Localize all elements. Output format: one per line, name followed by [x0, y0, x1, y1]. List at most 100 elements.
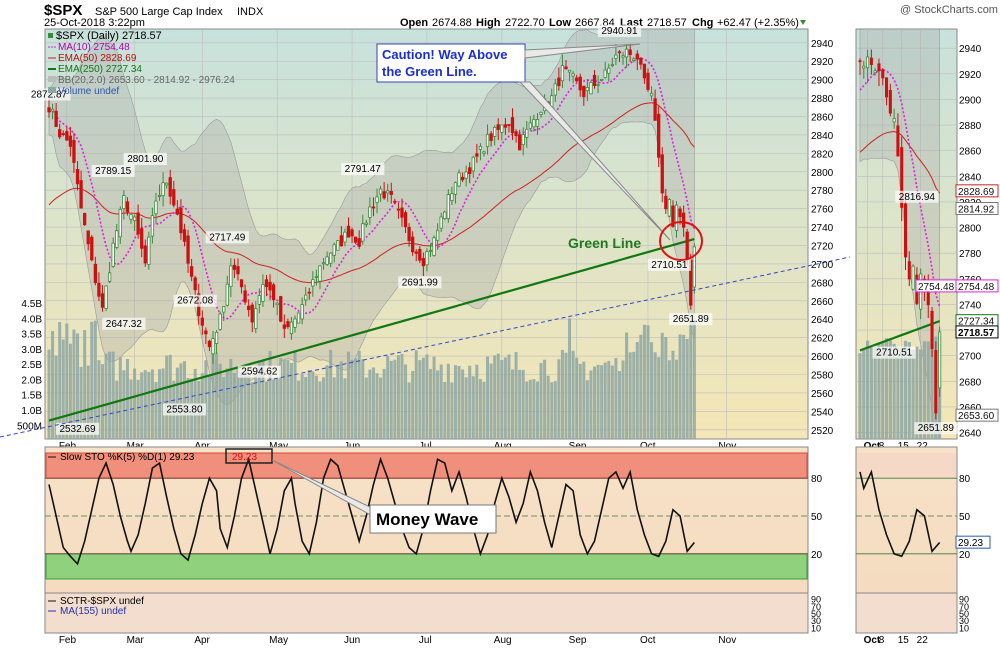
price-data-label: 2672.08 — [177, 296, 214, 307]
zoom-data-label: 2816.94 — [899, 192, 936, 203]
bottom-x-axis: Feb Mar Apr May Jun Jul Aug Sep Oct Nov — [59, 635, 736, 646]
volume-bar — [118, 357, 122, 439]
volume-bar — [671, 350, 675, 439]
volume-bar — [386, 355, 390, 439]
sctr-y-tick: 30 — [811, 616, 821, 626]
bottom-x-tick: Mar — [127, 635, 145, 646]
price-candle — [364, 222, 368, 225]
price-candle — [150, 215, 155, 237]
price-candle — [286, 321, 290, 328]
volume-bar — [621, 360, 625, 439]
volume-bar — [122, 370, 126, 439]
zoom-bottom-x-tick: Oct — [864, 635, 881, 646]
volume-bar — [414, 350, 418, 439]
price-candle — [140, 228, 144, 249]
price-candle — [282, 324, 286, 329]
price-candle — [200, 317, 204, 326]
zoom-candle — [911, 265, 915, 290]
volume-bar — [143, 370, 147, 439]
volume-bar — [268, 350, 272, 439]
main-gridlines — [45, 29, 808, 439]
volume-bar — [439, 364, 443, 439]
volume-bar — [222, 377, 226, 439]
volume-y-tick: 1.0B — [21, 406, 42, 417]
price-data-label-bg — [162, 403, 207, 416]
price-candle — [179, 207, 183, 234]
volume-bar — [86, 365, 90, 439]
zoom-data-label: 2651.89 — [918, 423, 955, 434]
volume-bar — [464, 377, 468, 439]
price-candle — [653, 98, 657, 121]
price-legend: $SPX (Daily) 2718.57 MA(10) 2754.48 EMA(… — [48, 30, 235, 97]
chevron-down-icon[interactable] — [800, 20, 806, 25]
legend-bb: BB(20,2.0) 2653.60 - 2814.92 - 2976.24 — [58, 75, 235, 86]
volume-bar — [486, 356, 490, 439]
volume-bar — [471, 376, 475, 439]
price-candle — [371, 206, 376, 209]
volume-bar — [653, 352, 657, 439]
sctr-y-tick: 50 — [811, 609, 821, 619]
price-candle — [136, 212, 140, 235]
price-candle — [68, 135, 73, 147]
zoom-sctr-y-tick: 10 — [959, 623, 969, 633]
price-candle — [632, 58, 636, 61]
zoom-volume-bar — [915, 346, 919, 439]
zoom-bottom-x-tick: 22 — [917, 635, 929, 646]
price-candle — [307, 291, 311, 294]
ma10-line — [48, 57, 696, 320]
price-candle — [596, 84, 600, 87]
volume-bar — [93, 320, 97, 439]
bottom-x-tick: Feb — [59, 635, 77, 646]
zoom-volume-bar — [896, 347, 900, 439]
volume-bar — [635, 342, 639, 439]
price-candle — [649, 92, 654, 97]
zoom-right-tag: 2814.92 — [958, 204, 995, 215]
volume-bar — [450, 382, 454, 439]
bottom-x-tick: May — [269, 635, 288, 646]
volume-bar — [76, 333, 80, 439]
price-candle — [311, 279, 315, 287]
price-candle — [111, 242, 115, 267]
price-candle — [567, 69, 572, 73]
volume-bar — [404, 364, 408, 439]
volume-y-tick: 500M — [17, 421, 42, 432]
volume-bar — [261, 360, 265, 439]
price-candle — [489, 133, 493, 141]
price-candle — [557, 77, 561, 87]
zoom-price-data-labels: 2816.94 2710.51 2651.89 — [872, 190, 958, 435]
green-line-label: Green Line — [568, 235, 641, 251]
zoom-volume-bar — [892, 343, 896, 439]
price-candle — [189, 266, 194, 277]
sto-right-tag-box — [955, 535, 991, 549]
volume-bar — [111, 351, 115, 439]
volume-bar — [115, 380, 119, 439]
price-candle — [147, 236, 151, 265]
price-candle — [510, 117, 515, 133]
price-candle — [75, 169, 80, 185]
volume-bar — [232, 372, 236, 439]
zoom-right-tag: 2828.69 — [958, 187, 995, 198]
price-candle — [314, 275, 319, 278]
index-name: S&P 500 Large Cap Index — [95, 6, 223, 18]
volume-bar — [425, 354, 429, 439]
volume-bar — [493, 355, 497, 439]
sctr-y-tick: 70 — [811, 602, 821, 612]
zoom-right-tag-box — [955, 325, 999, 339]
zoom-volume-bar — [862, 349, 866, 439]
volume-bar — [311, 371, 315, 439]
volume-bar — [79, 366, 83, 439]
volume-y-tick: 3.5B — [21, 330, 42, 341]
zoom-sctr-y-tick: 90 — [959, 595, 969, 605]
zoom-volume-bar — [926, 341, 930, 439]
last-value: 2718.57 — [647, 17, 687, 29]
volume-bar — [304, 376, 308, 439]
sctr-panel — [44, 592, 809, 634]
price-candle — [450, 193, 454, 201]
volume-bar — [211, 349, 215, 439]
price-candle — [610, 64, 614, 67]
price-candle — [500, 124, 504, 133]
price-candle — [175, 208, 180, 215]
sto-y-tick: 50 — [811, 512, 823, 523]
zoom-sctr-y-tick: 30 — [959, 616, 969, 626]
